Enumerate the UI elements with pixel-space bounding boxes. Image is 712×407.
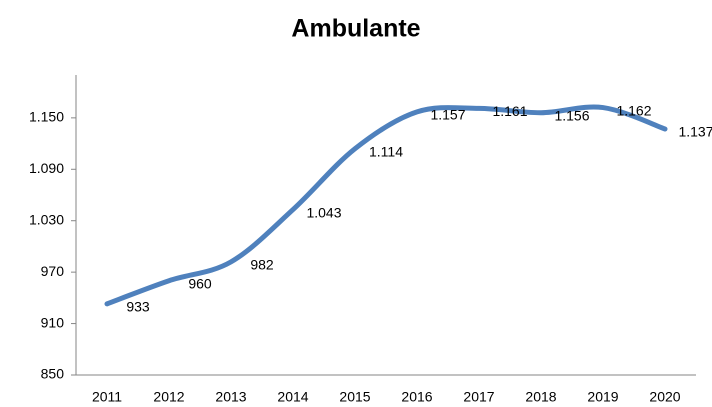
data-label: 1.043 bbox=[306, 204, 341, 220]
x-tick-label: 2013 bbox=[215, 389, 246, 405]
data-label: 933 bbox=[126, 299, 150, 315]
x-tick-label: 2014 bbox=[277, 389, 308, 405]
data-label: 1.114 bbox=[369, 143, 403, 159]
x-tick-label: 2020 bbox=[649, 389, 680, 405]
data-label: 1.161 bbox=[492, 103, 527, 119]
y-tick-label: 1.090 bbox=[29, 160, 64, 176]
data-label: 1.156 bbox=[554, 107, 589, 123]
y-tick-label: 1.150 bbox=[29, 109, 64, 125]
y-tick-label: 970 bbox=[41, 263, 65, 279]
y-tick-label: 910 bbox=[41, 314, 65, 330]
data-label: 982 bbox=[250, 257, 274, 273]
x-tick-label: 2012 bbox=[153, 389, 184, 405]
y-tick-label: 1.030 bbox=[29, 211, 64, 227]
x-tick-label: 2017 bbox=[463, 389, 494, 405]
data-label: 1.137 bbox=[678, 124, 712, 140]
x-tick-label: 2011 bbox=[92, 389, 122, 405]
x-tick-label: 2016 bbox=[401, 389, 432, 405]
chart-title: Ambulante bbox=[291, 15, 420, 43]
x-tick-label: 2015 bbox=[339, 389, 370, 405]
x-tick-label: 2018 bbox=[525, 389, 556, 405]
data-label: 1.157 bbox=[430, 107, 465, 123]
line bbox=[104, 104, 668, 307]
data-label: 1.162 bbox=[616, 102, 651, 118]
y-tick-label: 850 bbox=[41, 366, 65, 382]
data-label: 960 bbox=[188, 275, 212, 291]
x-tick-label: 2019 bbox=[587, 389, 618, 405]
